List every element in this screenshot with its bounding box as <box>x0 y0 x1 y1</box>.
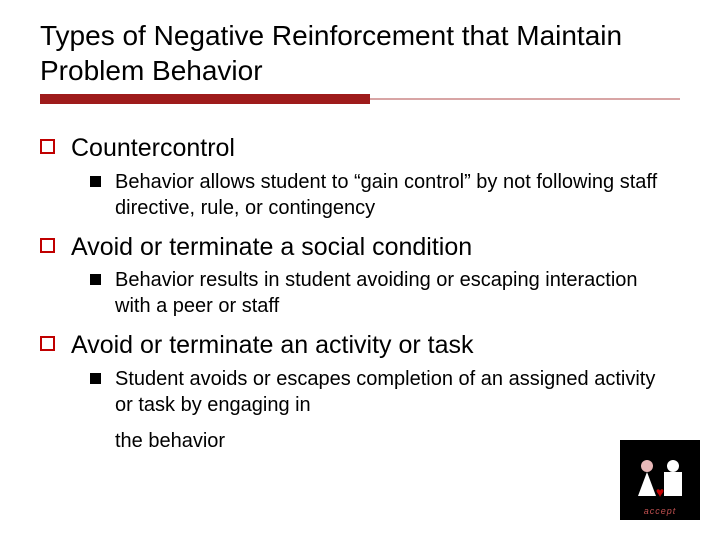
rule-dark <box>40 94 370 104</box>
sub-list-item: Behavior results in student avoiding or … <box>90 267 680 319</box>
accept-logo: ♥ accept <box>620 440 700 520</box>
sub-list-item-text: Student avoids or escapes completion of … <box>115 366 665 418</box>
open-square-bullet-icon <box>40 336 55 351</box>
list-item: Countercontrol <box>40 132 680 165</box>
sub-list-item: Student avoids or escapes completion of … <box>90 366 680 418</box>
sub-list-item-continuation: the behavior <box>90 428 680 454</box>
solid-square-bullet-icon <box>90 176 101 187</box>
slide: Types of Negative Reinforcement that Mai… <box>0 0 720 540</box>
open-square-bullet-icon <box>40 139 55 154</box>
list-item-label: Avoid or terminate a social condition <box>71 231 472 264</box>
sub-list-item-text: the behavior <box>115 428 225 454</box>
slide-title: Types of Negative Reinforcement that Mai… <box>40 18 680 88</box>
open-square-bullet-icon <box>40 238 55 253</box>
solid-square-bullet-icon <box>90 373 101 384</box>
solid-square-bullet-icon <box>90 274 101 285</box>
title-underline <box>40 94 680 108</box>
logo-caption: accept <box>620 506 700 516</box>
content-area: Countercontrol Behavior allows student t… <box>40 132 680 454</box>
list-item: Avoid or terminate an activity or task <box>40 329 680 362</box>
list-item: Avoid or terminate a social condition <box>40 231 680 264</box>
sub-list-item-text: Behavior results in student avoiding or … <box>115 267 665 319</box>
list-item-label: Avoid or terminate an activity or task <box>71 329 474 362</box>
sub-list-item: Behavior allows student to “gain control… <box>90 169 680 221</box>
heart-icon: ♥ <box>656 484 664 500</box>
rule-light <box>370 98 680 100</box>
sub-list-item-text: Behavior allows student to “gain control… <box>115 169 665 221</box>
list-item-label: Countercontrol <box>71 132 235 165</box>
